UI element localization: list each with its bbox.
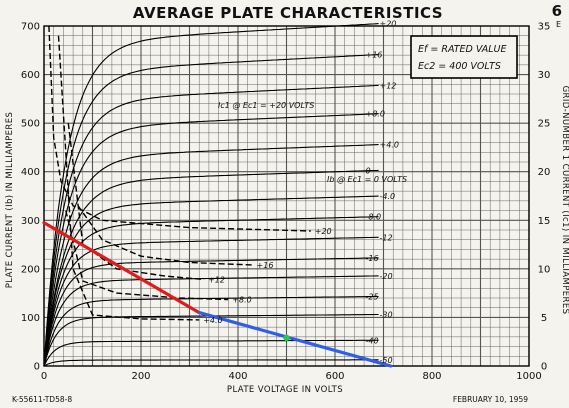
x-tick-label: 1000 <box>516 371 541 382</box>
legend-frame <box>410 35 518 79</box>
y2-tick-label: 20 <box>538 167 551 178</box>
curve-labels: +20 +16 +12 +8.0 +4.0 0 -4.0 -8.0 -12 -16-20 -25 -3… <box>203 20 399 365</box>
grid-current-curve <box>67 123 205 281</box>
axis-ticks: 0 200 400 600 800 100001002003004005006007000… <box>21 22 550 383</box>
y2-axis-label: GRID-NUMBER 1 CURRENT (Ic1) IN MILLIAMPE… <box>560 86 569 315</box>
plate-curve <box>43 275 379 367</box>
plate-curve-label: -40 <box>366 336 379 345</box>
plate-curve-label: -12 <box>380 233 393 242</box>
y2-tick-label: 30 <box>538 70 551 81</box>
plate-curve-label: -50 <box>380 356 393 365</box>
plate-curve <box>43 53 379 367</box>
y2-tick-label: 5 <box>541 313 547 324</box>
y-tick-label: 200 <box>21 264 40 275</box>
load-lines <box>42 221 393 368</box>
grid-current-curve <box>77 205 253 266</box>
legend-line-2: Ec2 = 400 VOLTS <box>418 61 501 72</box>
x-tick-label: 800 <box>422 371 441 382</box>
load-line-red <box>42 221 201 315</box>
plate-curve-label: 0 <box>366 166 371 175</box>
plate-curve-label: -25 <box>366 292 379 301</box>
x-tick-label: 600 <box>325 371 344 382</box>
x-tick-label: 400 <box>228 371 247 382</box>
grid-current-curve <box>57 35 200 321</box>
x-tick-label: 0 <box>41 371 47 382</box>
y-tick-label: 600 <box>21 70 40 81</box>
y-tick-label: 100 <box>21 313 40 324</box>
footer-code: K-55611-TD58-8 <box>12 395 72 404</box>
grid-current-curve-label: +16 <box>257 261 274 270</box>
plate-curve-label: +4.0 <box>380 141 399 150</box>
plate-curve <box>43 236 379 367</box>
grid-current-curve-label: +8.0 <box>232 295 251 304</box>
corner-mark-sub: E <box>556 20 561 29</box>
plate-curve-label: +12 <box>380 81 397 90</box>
grid-current-note-plus20: Ic1 @ Ec1 = +20 VOLTS <box>218 101 314 110</box>
footer-date: FEBRUARY 10, 1959 <box>453 395 528 404</box>
plate-curve-label: +20 <box>380 20 397 29</box>
plate-curve-label: +8.0 <box>366 110 385 119</box>
plate-current-note-zero: Ib @ Ec1 = 0 VOLTS <box>327 175 407 184</box>
plate-curve-label: -20 <box>380 272 393 281</box>
plate-curve <box>43 195 379 367</box>
plate-curve <box>43 216 379 367</box>
chart-title: AVERAGE PLATE CHARACTERISTICS <box>133 4 443 22</box>
plate-curve-label: -16 <box>366 254 379 263</box>
grid-current-curve-label: +4.0 <box>203 316 222 325</box>
grid-current-curves <box>48 25 311 321</box>
y-tick-label: 300 <box>21 216 40 227</box>
plate-curve <box>43 169 379 367</box>
legend-box: Ef = RATED VALUE Ec2 = 400 VOLTS <box>410 35 518 79</box>
plate-curve <box>43 144 379 367</box>
y2-tick-label: 25 <box>538 119 551 130</box>
grid-current-curve <box>65 210 229 301</box>
x-tick-label: 200 <box>131 371 150 382</box>
plate-curve <box>43 359 379 367</box>
plate-curve <box>43 84 379 367</box>
y-tick-label: 500 <box>21 119 40 130</box>
y2-tick-label: 0 <box>541 362 547 373</box>
grid-current-curve-label: +20 <box>315 227 332 236</box>
plate-curve-label: -4.0 <box>380 192 396 201</box>
y2-tick-label: 15 <box>538 216 551 227</box>
y2-tick-label: 35 <box>538 22 551 33</box>
operating-point <box>283 334 290 342</box>
plate-curve <box>43 339 379 367</box>
grid-current-curve <box>48 25 311 232</box>
load-line-blue <box>197 311 393 368</box>
plate-curve <box>43 113 379 367</box>
grid-current-curve-label: +12 <box>208 276 225 285</box>
plate-curve <box>43 23 379 367</box>
plate-curve-label: +16 <box>366 51 383 60</box>
x-axis-label: PLATE VOLTAGE IN VOLTS <box>227 385 343 395</box>
y-tick-label: 0 <box>34 362 40 373</box>
plate-curve-label: -30 <box>380 311 393 320</box>
corner-mark: 6 <box>552 2 562 20</box>
legend-line-1: Ef = RATED VALUE <box>418 44 507 55</box>
plate-curve <box>43 257 379 367</box>
plate-curve-label: -8.0 <box>366 213 382 222</box>
y-tick-label: 700 <box>21 22 40 33</box>
y-axis-label: PLATE CURRENT (Ib) IN MILLIAMPERES <box>5 112 15 289</box>
y2-tick-label: 10 <box>538 264 551 275</box>
y-tick-label: 400 <box>21 167 40 178</box>
plot-frame <box>43 25 530 367</box>
